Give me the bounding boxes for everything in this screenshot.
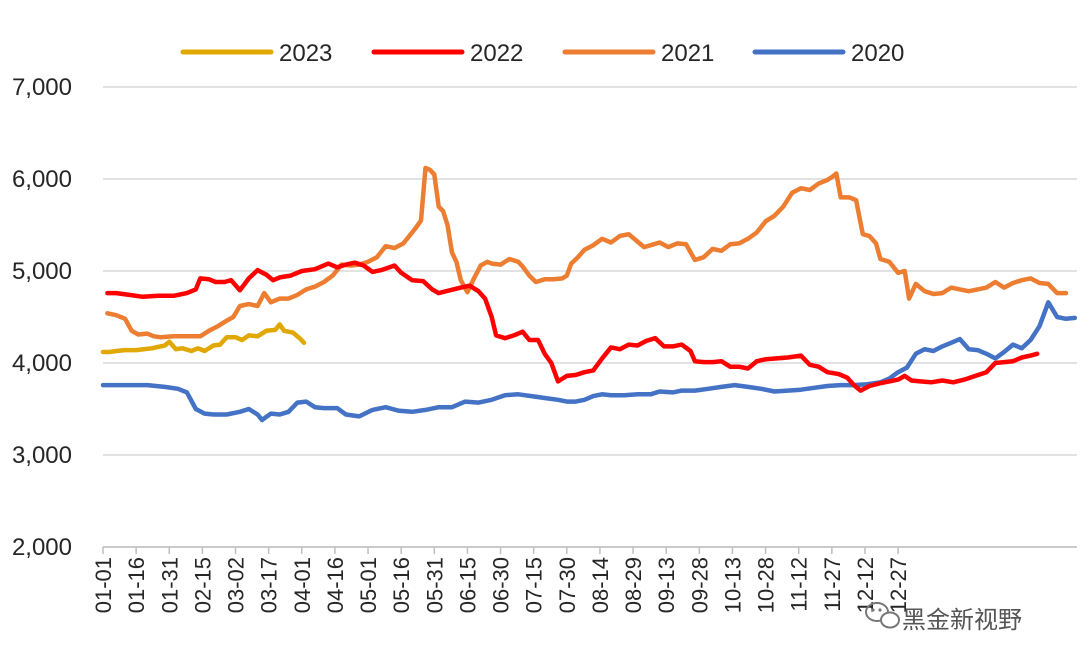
legend: 2023 2022 2021 2020 xyxy=(180,40,904,67)
x-tick-label: 09-13 xyxy=(654,557,679,613)
legend-label-2021: 2021 xyxy=(661,40,714,67)
y-tick-label: 3,000 xyxy=(12,442,72,469)
x-tick-label: 05-31 xyxy=(422,557,447,613)
x-tick-label: 07-15 xyxy=(522,557,547,613)
legend-label-2023: 2023 xyxy=(279,40,332,67)
y-tick-label: 7,000 xyxy=(12,74,72,101)
series-line-2023 xyxy=(100,322,307,355)
x-tick-label: 11-27 xyxy=(820,557,845,612)
x-tick-label: 08-14 xyxy=(588,557,613,613)
x-tick-label: 02-15 xyxy=(190,557,215,613)
y-tick-label: 5,000 xyxy=(12,258,72,285)
x-tick-label: 01-16 xyxy=(124,557,149,613)
legend-label-2022: 2022 xyxy=(470,40,523,67)
x-tick-label: 04-16 xyxy=(323,557,348,613)
series-line-2021 xyxy=(105,165,1069,340)
x-tick-label: 10-28 xyxy=(754,557,779,613)
x-axis: 01-01 01-16 01-31 02-15 03-02 03-17 04-01 04-16… xyxy=(91,546,1077,613)
x-tick-label: 10-13 xyxy=(720,557,745,613)
series-line-2020 xyxy=(100,300,1078,423)
y-tick-label: 2,000 xyxy=(12,534,72,561)
wechat-logo-icon xyxy=(865,602,900,629)
x-tick-label: 05-16 xyxy=(389,557,414,613)
gridlines xyxy=(103,86,1077,548)
x-tick-label: 06-30 xyxy=(489,557,514,613)
y-tick-label: 6,000 xyxy=(12,166,72,193)
series-line-2022 xyxy=(105,260,1040,393)
x-tick-label: 12-12 xyxy=(853,557,878,613)
x-tick-label: 08-29 xyxy=(621,557,646,613)
legend-label-2020: 2020 xyxy=(851,40,904,67)
y-axis: 2,000 3,000 4,000 5,000 6,000 7,000 xyxy=(12,74,72,561)
watermark: 黑金新视野 xyxy=(865,602,1022,634)
series-lines xyxy=(100,165,1078,423)
x-tick-label: 05-01 xyxy=(356,557,381,613)
x-tick-label: 01-31 xyxy=(157,557,182,613)
x-tick-label: 11-12 xyxy=(787,557,812,612)
x-tick-label: 09-28 xyxy=(687,557,712,613)
x-tick-label: 12-27 xyxy=(886,557,911,613)
x-tick-label: 01-01 xyxy=(91,557,116,613)
y-tick-label: 4,000 xyxy=(12,350,72,377)
x-tick-label: 03-02 xyxy=(224,557,249,613)
x-tick-label: 04-01 xyxy=(290,557,315,613)
watermark-text: 黑金新视野 xyxy=(902,606,1022,634)
x-tick-label: 06-15 xyxy=(455,557,480,613)
x-tick-label: 07-30 xyxy=(555,557,580,613)
x-tick-label: 03-17 xyxy=(257,557,282,613)
